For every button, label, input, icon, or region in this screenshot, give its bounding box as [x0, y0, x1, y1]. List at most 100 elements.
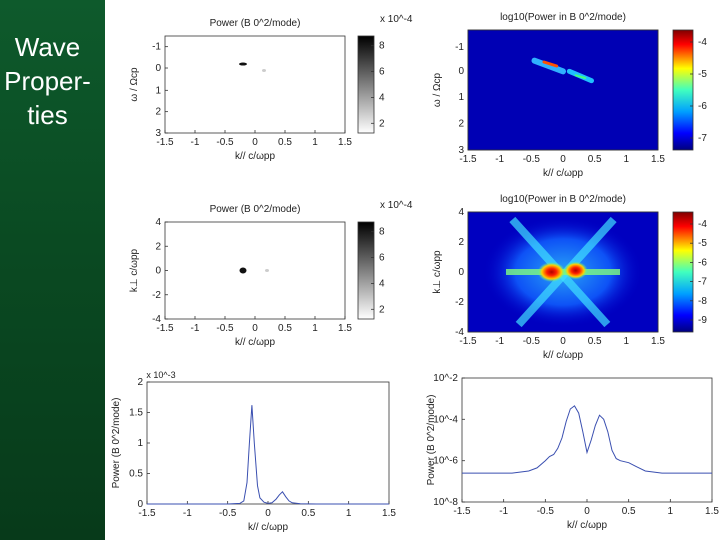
x-tick-label: -1.5 — [138, 508, 156, 519]
chart-title: Power (B 0^2/mode) — [210, 204, 301, 215]
panel-d: -1.5 -1 -0.5 0 0.5 1 1.5 4 2 0 -2 -4 k// c/ωpp k⊥ c/ω… — [432, 194, 707, 361]
x-tick-label: -0.5 — [537, 506, 555, 517]
spectral-streak — [574, 74, 587, 79]
spectral-streak — [542, 60, 559, 68]
x-tick-label: -0.5 — [216, 323, 234, 334]
panel-c: -1.5 -1 -0.5 0 0.5 1 1.5 4 2 0 -2 -4 k// c/ωpp k⊥ c/ω… — [129, 200, 413, 348]
x-tick-label: -1 — [495, 336, 504, 347]
x-tick-label: 1.5 — [338, 323, 352, 334]
x-axis-label: k// c/ωpp — [248, 522, 288, 533]
y-axis-label: Power (B 0^2/mode) — [111, 398, 122, 489]
y-tick-label: 2 — [155, 241, 161, 252]
slide-title-line: ties — [27, 100, 68, 130]
x-tick-label: 0.5 — [301, 508, 315, 519]
axes-frame — [164, 35, 346, 134]
colorbar-tick-label: 4 — [379, 278, 385, 289]
x-axis-label: k// c/ωpp — [567, 520, 607, 531]
x-tick-label: 0.5 — [278, 137, 292, 148]
axes-frame — [461, 377, 713, 503]
power-feature — [239, 62, 247, 66]
panel-e: -1.5 -1 -0.5 0 0.5 1 1.5 2 1.5 1 0.5 0 k// c/ωpp Powe… — [111, 370, 396, 533]
colorbar-label: x 10^-4 — [380, 14, 413, 25]
y-tick-label: 1 — [458, 92, 464, 103]
colorbar-tick-label: 6 — [379, 67, 385, 78]
x-tick-label: -1.5 — [156, 137, 174, 148]
y-tick-label: 3 — [155, 128, 161, 139]
colorbar-label: x 10^-4 — [380, 200, 413, 211]
peak-spot — [537, 262, 566, 282]
colorbar — [357, 221, 375, 320]
chart-title: log10(Power in B 0^2/mode) — [500, 12, 626, 23]
x-tick-label: 1.5 — [338, 137, 352, 148]
x-tick-label: -0.5 — [523, 154, 541, 165]
y-tick-label: 0 — [458, 267, 464, 278]
panel-a: -1.5 -1 -0.5 0 0.5 1 1.5 -1 0 1 2 3 k// c/ωpp ω / Ωcp… — [129, 14, 413, 162]
x-tick-label: 1.5 — [651, 154, 665, 165]
y-tick-label: 10^-2 — [433, 373, 458, 384]
axes-frame — [164, 221, 346, 320]
y-tick-label: 3 — [458, 145, 464, 156]
y-tick-label: 4 — [458, 207, 464, 218]
axes-frame — [467, 29, 659, 151]
y-tick-label: 0.5 — [129, 469, 143, 480]
y-tick-label: 1 — [155, 85, 161, 96]
slide-title: Wave Proper- ties — [0, 30, 95, 132]
y-tick-label: 0 — [458, 66, 464, 77]
x-tick-label: 0.5 — [278, 323, 292, 334]
colorbar-tick-label: 2 — [379, 118, 385, 129]
x-tick-label: 0 — [265, 508, 271, 519]
x-tick-label: 1.5 — [705, 506, 719, 517]
colorbar-tick-label: -6 — [698, 101, 707, 112]
colorbar-tick-label: 4 — [379, 92, 385, 103]
y-tick-label: 10^-6 — [433, 456, 458, 467]
y-tick-label: 10^-8 — [433, 497, 458, 508]
x-tick-label: 0.5 — [622, 506, 636, 517]
x-tick-label: 0 — [560, 154, 566, 165]
y-tick-label: 0 — [137, 499, 143, 510]
y-tick-label: -2 — [455, 297, 464, 308]
colorbar-tick-label: 8 — [379, 41, 385, 52]
figure-canvas: -1.5 -1 -0.5 0 0.5 1 1.5 -1 0 1 2 3 k// c/ωpp ω / Ωcp… — [111, 12, 719, 533]
slide-sidebar: Wave Proper- ties — [0, 0, 105, 540]
x-tick-label: 1.5 — [382, 508, 396, 519]
y-tick-label: -2 — [152, 290, 161, 301]
x-tick-label: -1 — [191, 137, 200, 148]
colorbar-tick-label: 2 — [379, 304, 385, 315]
x-tick-label: 1 — [624, 336, 630, 347]
power-feature — [265, 269, 269, 272]
x-tick-label: 1 — [312, 323, 318, 334]
x-tick-label: 0 — [560, 336, 566, 347]
x-tick-label: 1.5 — [651, 336, 665, 347]
colorbar-tick-label: 6 — [379, 253, 385, 264]
colorbar-tick-label: -7 — [698, 133, 707, 144]
x-axis-label: k// c/ωpp — [543, 168, 583, 179]
y-axis-label: k⊥ c/ωpp — [432, 250, 443, 294]
colorbar-tick-label: -8 — [698, 296, 707, 307]
colorbar-tick-label: -4 — [698, 37, 707, 48]
x-tick-label: -1.5 — [453, 506, 471, 517]
x-tick-label: 1 — [346, 508, 352, 519]
colorbar-tick-label: 8 — [379, 227, 385, 238]
power-feature — [239, 267, 247, 274]
y-tick-label: 2 — [137, 377, 143, 388]
x-tick-label: 0.5 — [588, 154, 602, 165]
colorbar-tick-label: -4 — [698, 219, 707, 230]
colorbar-tick-label: -5 — [698, 238, 707, 249]
y-tick-label: -1 — [455, 42, 464, 53]
x-tick-label: 1 — [624, 154, 630, 165]
spectral-streak — [531, 57, 566, 75]
y-tick-label: 2 — [458, 237, 464, 248]
x-tick-label: -0.5 — [219, 508, 237, 519]
chart-title: Power (B 0^2/mode) — [210, 18, 301, 29]
x-tick-label: 0 — [252, 323, 258, 334]
y-tick-label: 1 — [137, 438, 143, 449]
heatmap-background — [468, 30, 658, 150]
x-tick-label: 1 — [312, 137, 318, 148]
x-axis-label: k// c/ωpp — [235, 151, 275, 162]
colorbar — [672, 211, 694, 333]
x-tick-label: 1 — [668, 506, 674, 517]
slide-title-line: Proper- — [4, 66, 91, 96]
y-tick-label: 0 — [155, 63, 161, 74]
x-tick-label: -1.5 — [156, 323, 174, 334]
y-tick-label: -1 — [152, 42, 161, 53]
